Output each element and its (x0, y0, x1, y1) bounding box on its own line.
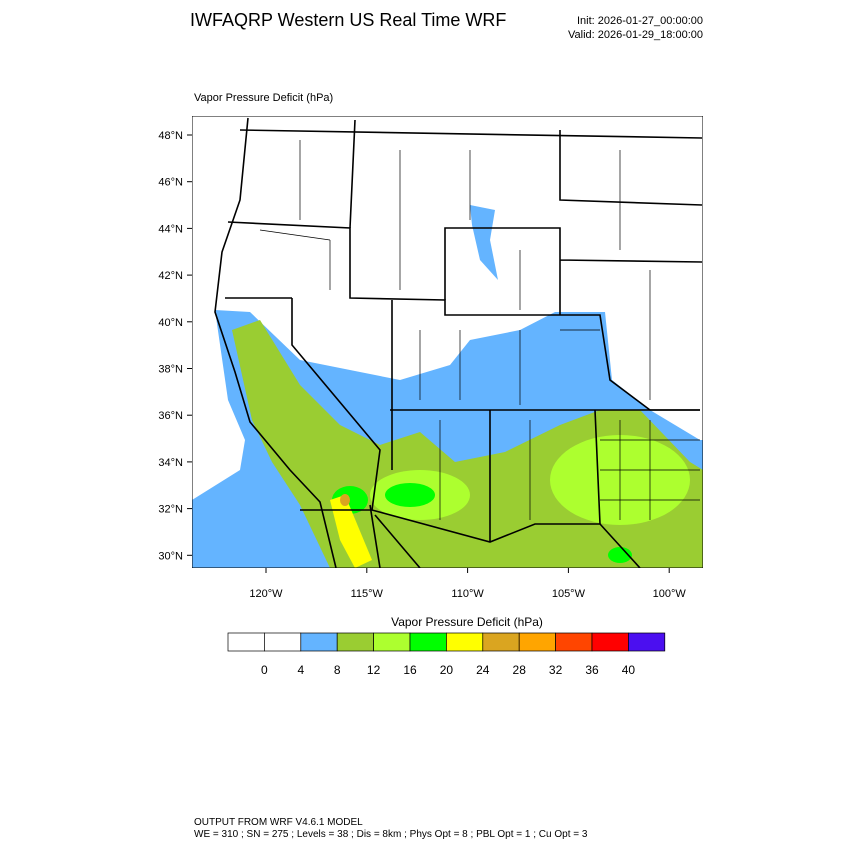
colorbar-box (409, 632, 447, 652)
lat-label: 48°N (158, 130, 183, 142)
colorbar-box (482, 632, 520, 652)
colorbar-label: 8 (334, 663, 341, 677)
valid-time: Valid: 2026-01-29_18:00:00 (568, 29, 703, 41)
lon-label: 100°W (653, 588, 687, 600)
colorbar-box (518, 632, 556, 652)
colorbar-label: 20 (440, 663, 454, 677)
lat-label: 46°N (158, 177, 183, 189)
lon-label: 110°W (451, 588, 484, 600)
colorbar-label: 0 (261, 663, 268, 677)
lat-label: 42°N (158, 270, 183, 282)
colorbar-label: 16 (403, 663, 417, 677)
colorbar-label: 28 (513, 663, 527, 677)
colorbar-box (227, 632, 265, 652)
colorbar-label: 40 (622, 663, 636, 677)
colorbar-box (446, 632, 484, 652)
colorbar-label: 32 (549, 663, 563, 677)
map (192, 116, 703, 568)
lon-label: 115°W (351, 588, 384, 600)
colorbar-box (628, 632, 666, 652)
colorbar-title: Vapor Pressure Deficit (hPa) (391, 615, 543, 629)
lat-label: 30°N (158, 550, 183, 562)
colorbar-box (336, 632, 374, 652)
colorbar-label: 24 (476, 663, 490, 677)
colorbar-label: 12 (367, 663, 381, 677)
lat-label: 38°N (158, 364, 183, 376)
init-time: Init: 2026-01-27_00:00:00 (577, 15, 703, 27)
colorbar-box (300, 632, 338, 652)
colorbar-label: 4 (297, 663, 304, 677)
lat-label: 36°N (158, 410, 183, 422)
lat-label: 44°N (158, 223, 183, 235)
lat-label: 32°N (158, 504, 183, 516)
colorbar-box (373, 632, 411, 652)
footer-line: OUTPUT FROM WRF V4.6.1 MODEL (194, 817, 363, 828)
lon-label: 120°W (249, 588, 283, 600)
lon-label: 105°W (552, 588, 586, 600)
lat-label: 40°N (158, 317, 183, 329)
colorbar-box (591, 632, 629, 652)
colorbar-box (555, 632, 593, 652)
footer-line: WE = 310 ; SN = 275 ; Levels = 38 ; Dis … (194, 829, 588, 840)
title: IWFAQRP Western US Real Time WRF (190, 10, 506, 30)
map-subtitle: Vapor Pressure Deficit (hPa) (194, 92, 333, 104)
colorbar-box (264, 632, 302, 652)
colorbar-label: 36 (585, 663, 599, 677)
lat-label: 34°N (158, 457, 183, 469)
